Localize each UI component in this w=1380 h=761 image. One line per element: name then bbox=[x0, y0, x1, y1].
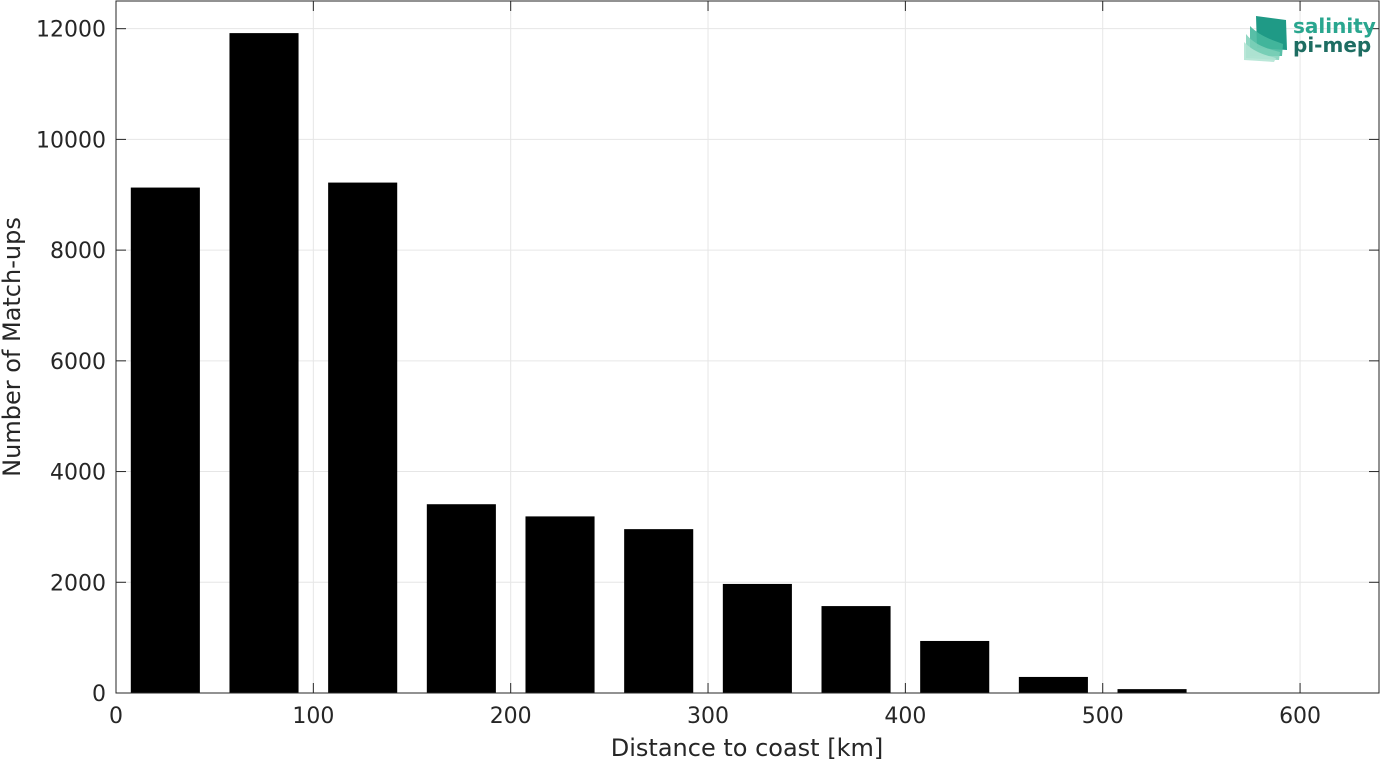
histogram-bar bbox=[821, 606, 891, 693]
histogram-bar bbox=[328, 182, 398, 693]
y-tick-label: 4000 bbox=[50, 461, 106, 486]
histogram-bar bbox=[920, 640, 990, 693]
histogram-bar bbox=[624, 529, 694, 693]
histogram-bar bbox=[722, 583, 792, 693]
x-tick-label: 100 bbox=[292, 704, 334, 729]
histogram-bar bbox=[130, 187, 200, 693]
x-tick-label: 500 bbox=[1082, 704, 1124, 729]
axis-ticks: 0 100 200 300 400 500 600020004000600080001000… bbox=[36, 1, 1379, 729]
y-tick-label: 0 bbox=[92, 682, 106, 707]
logo-text-pimep: pi-mep bbox=[1293, 33, 1371, 57]
salinity-pimep-logo: salinity pi-mep bbox=[1244, 14, 1376, 62]
histogram-bar bbox=[525, 516, 595, 693]
x-tick-label: 200 bbox=[490, 704, 532, 729]
wave-logo-icon bbox=[1244, 16, 1287, 62]
histogram-bar bbox=[1117, 689, 1187, 693]
histogram-bar bbox=[426, 504, 496, 693]
y-tick-label: 12000 bbox=[36, 18, 106, 43]
plot-background bbox=[116, 1, 1379, 693]
x-axis-label: Distance to coast [km] bbox=[611, 734, 883, 761]
grid-lines bbox=[116, 1, 1379, 693]
x-tick-label: 300 bbox=[687, 704, 729, 729]
histogram-bar bbox=[1018, 676, 1088, 693]
y-tick-label: 10000 bbox=[36, 128, 106, 153]
x-tick-label: 400 bbox=[884, 704, 926, 729]
bars bbox=[130, 33, 1187, 693]
y-tick-label: 6000 bbox=[50, 350, 106, 375]
histogram-bar bbox=[229, 33, 299, 693]
y-tick-label: 2000 bbox=[50, 571, 106, 596]
y-axis-label: Number of Match-ups bbox=[0, 217, 26, 477]
plot-frame bbox=[115, 0, 1380, 694]
logo-text-salinity: salinity bbox=[1293, 14, 1376, 38]
x-tick-label: 0 bbox=[109, 704, 123, 729]
x-tick-label: 600 bbox=[1279, 704, 1321, 729]
y-tick-label: 8000 bbox=[50, 239, 106, 264]
